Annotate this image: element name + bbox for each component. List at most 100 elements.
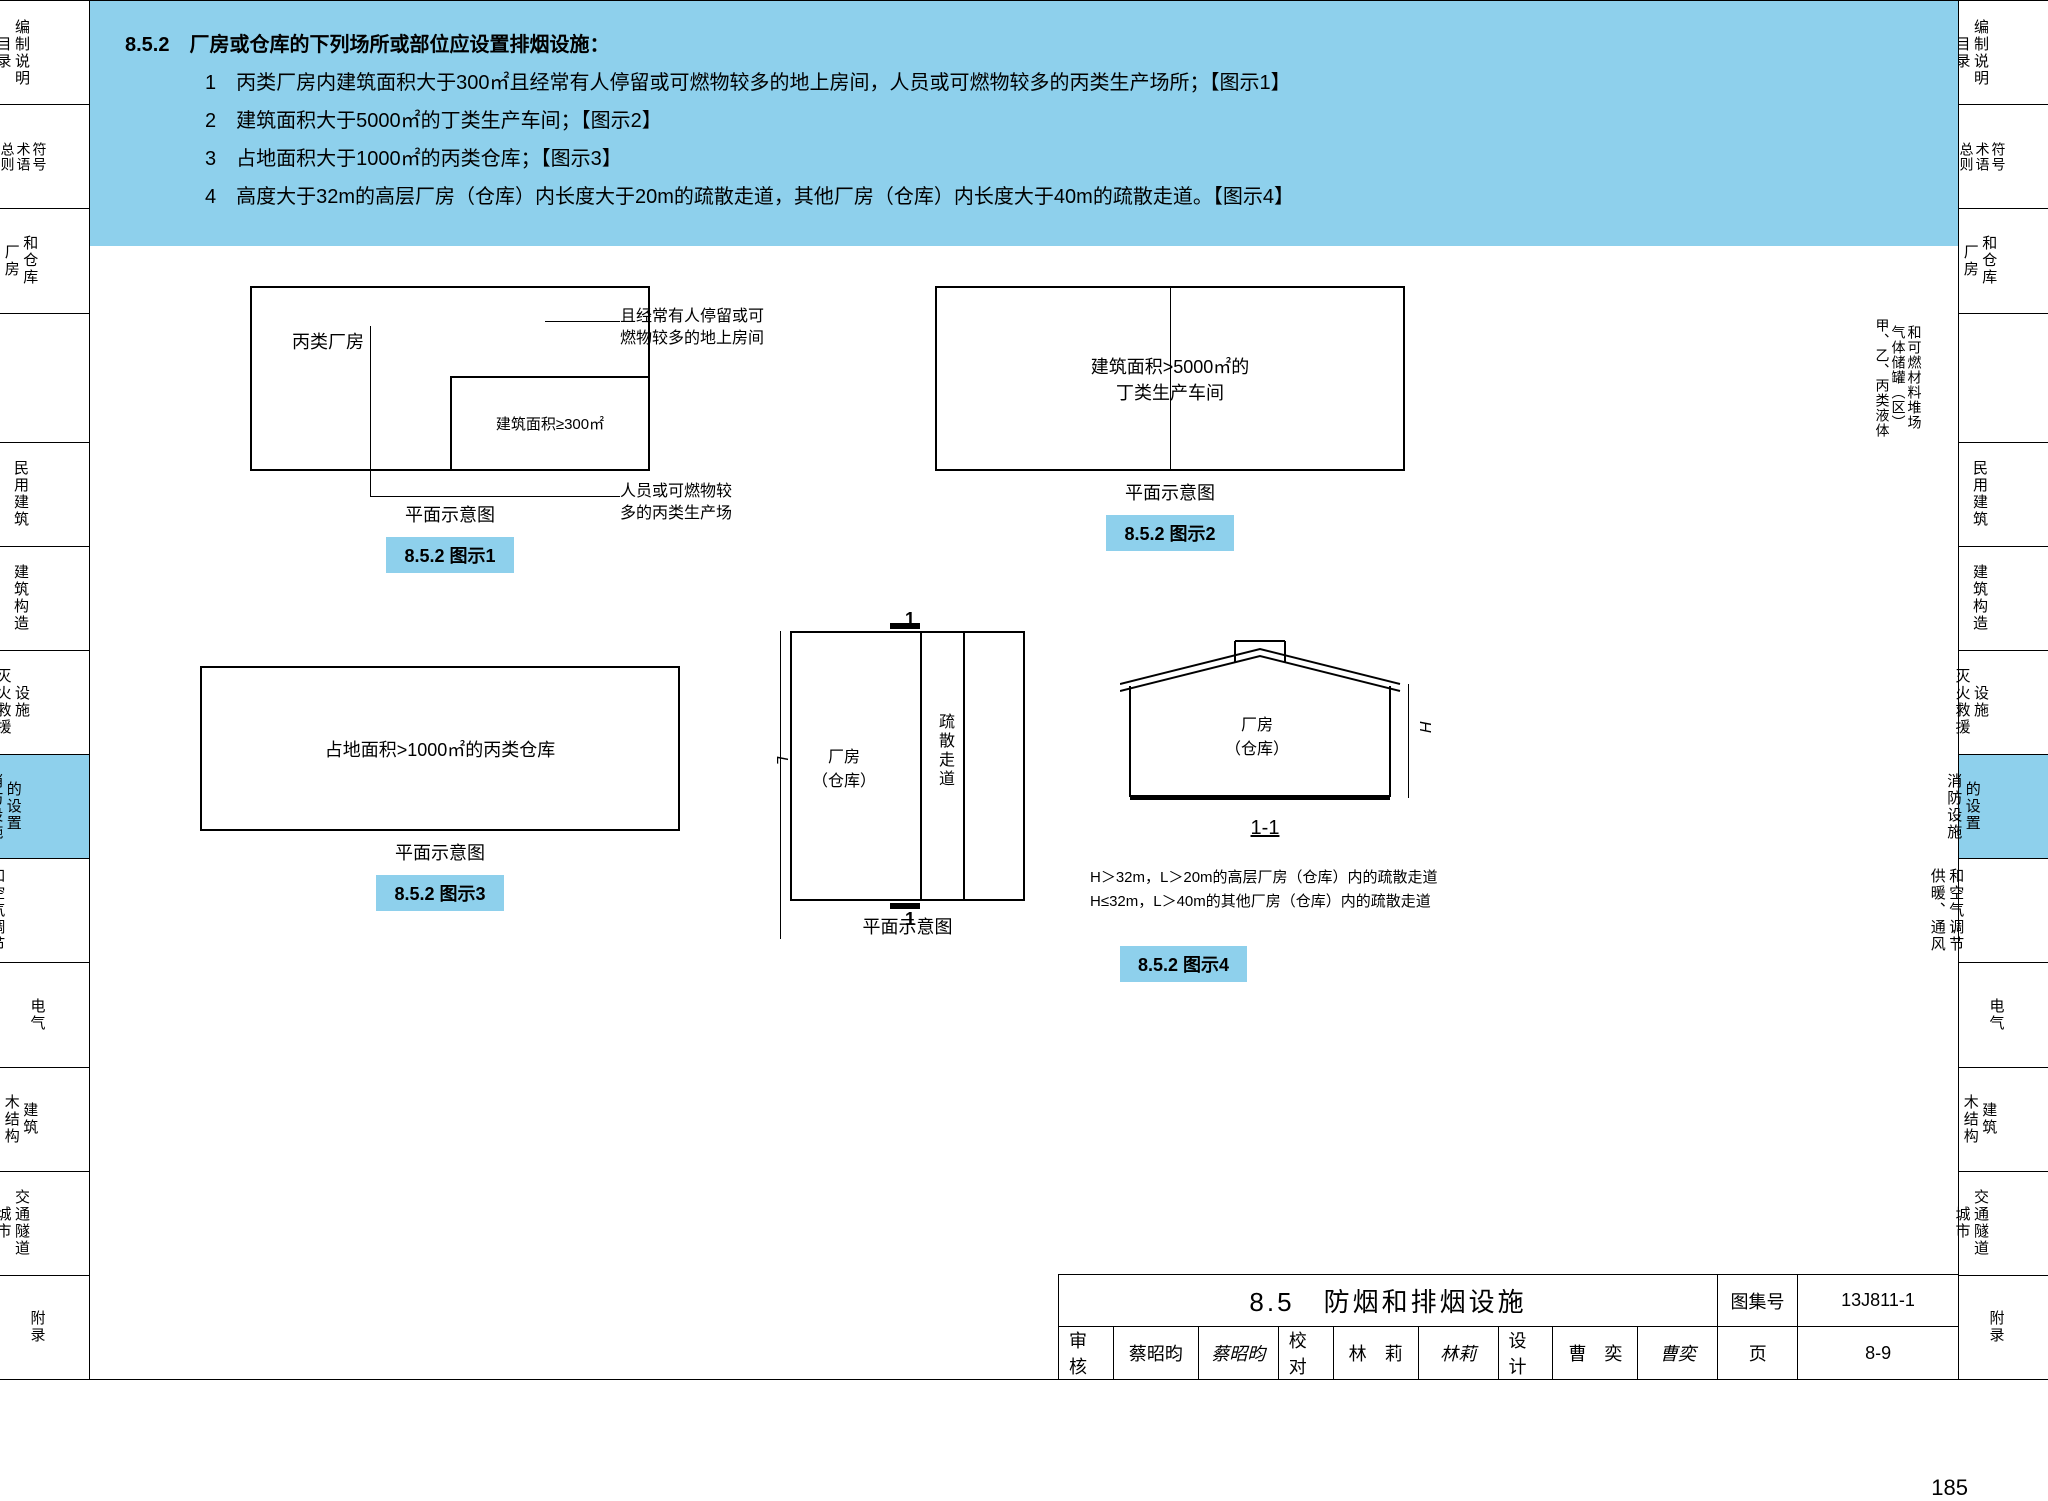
sidebar-tab-label: 木结构: [2, 1094, 19, 1145]
sidebar-tab-2[interactable]: 厂房和仓库: [1959, 209, 2048, 313]
sidebar-tab-label: 电气: [28, 998, 45, 1032]
fig4-dim-L: L: [772, 756, 790, 768]
page-number: 185: [1931, 1475, 1968, 1501]
fig4-note1: H＞32m，L＞20m的高层厂房（仓库）内的疏散走道: [1090, 866, 1520, 890]
fig4-section-mark: 1-1: [1120, 817, 1410, 840]
sidebar-tab-9[interactable]: 电气: [0, 963, 89, 1067]
title-block: 8.5 防烟和排烟设施 图集号 13J811-1 审核 蔡昭昀 蔡昭昀 校对 林…: [1058, 1274, 1958, 1379]
main-content: 8.5.2 厂房或仓库的下列场所或部位应设置排烟设施： 1 丙类厂房内建筑面积大…: [90, 1, 1958, 1379]
tb-review: 审核: [1059, 1327, 1114, 1379]
sidebar-tab-6[interactable]: 灭火救援设施: [0, 651, 89, 755]
tb-reviewer-sig: 蔡昭昀: [1199, 1327, 1279, 1379]
clause-number: 8.5.2: [125, 34, 169, 56]
sidebar-tab-label: 电气: [1987, 998, 2004, 1032]
sidebar-tab-label: 木结构: [1961, 1094, 1978, 1145]
figure-2: 建筑面积>5000㎡的 丁类生产车间 平面示意图 8.5.2 图示2: [910, 286, 1430, 551]
sidebar-tab-label: 交通隧道: [13, 1189, 30, 1257]
tb-checker-sig: 林莉: [1419, 1327, 1499, 1379]
fig4-corridor: 疏散走道: [932, 713, 956, 789]
fig4-section-label: 厂房 （仓库）: [1225, 711, 1289, 759]
sidebar-tab-label: 交通隧道: [1972, 1189, 1989, 1257]
fig1-annot1: 且经常有人停留或可 燃物较多的地上房间: [620, 306, 800, 351]
sidebar-tab-5[interactable]: 建筑构造: [1959, 547, 2048, 651]
sidebar-tab-label: 建筑: [21, 1094, 38, 1145]
sidebar-tab-label: 和仓库: [21, 235, 38, 286]
sidebar-tab-10[interactable]: 木结构建筑: [0, 1068, 89, 1172]
sidebar-tab-label: 建筑: [1980, 1094, 1997, 1145]
sidebar-tab-label: 消防设施: [0, 773, 2, 841]
clause-item-1: 1 丙类厂房内建筑面积大于300㎡且经常有人停留或可燃物较多的地上房间，人员或可…: [125, 64, 1923, 102]
sidebar-tab-11[interactable]: 城市交通隧道: [1959, 1172, 2048, 1276]
clause-box: 8.5.2 厂房或仓库的下列场所或部位应设置排烟设施： 1 丙类厂房内建筑面积大…: [90, 1, 1958, 246]
sidebar-tab-label: 民用建筑: [1971, 460, 1988, 528]
sidebar-tab-5[interactable]: 建筑构造: [0, 547, 89, 651]
sidebar-tab-10[interactable]: 木结构建筑: [1959, 1068, 2048, 1172]
tb-design: 设计: [1499, 1327, 1554, 1379]
sidebar-tab-label: 的设置: [1963, 773, 1980, 841]
sidebar-tab-label: 编制说明: [13, 19, 30, 87]
sidebar-tab-0[interactable]: 目录编制说明: [1959, 1, 2048, 105]
sidebar-tab-3[interactable]: 甲、乙、丙类液体气体储罐（区）和可燃材料堆场: [1959, 314, 2048, 443]
fig4-plan-left: 厂房 （仓库）: [812, 743, 876, 791]
fig3-caption: 平面示意图: [170, 839, 710, 865]
sidebar-tab-label: 厂房: [1961, 235, 1978, 286]
sidebar-tab-label: 附录: [1987, 1310, 2004, 1344]
sidebar-tab-label: 术语: [1976, 142, 1990, 172]
sidebar-tab-label: 建筑构造: [12, 564, 29, 632]
fig1-annot2: 人员或可燃物较 多的丙类生产场: [620, 481, 800, 526]
sidebar-tab-9[interactable]: 电气: [1959, 963, 2048, 1067]
sidebar-tab-7[interactable]: 消防设施的设置: [0, 755, 89, 859]
figure-3: 占地面积>1000㎡的丙类仓库 平面示意图 8.5.2 图示3: [170, 666, 710, 911]
left-sidebar: 目录编制说明总则术语符号厂房和仓库甲、乙、丙类液体气体储罐（区）和可燃材料堆场民…: [0, 1, 90, 1379]
tb-page-label: 页: [1718, 1327, 1798, 1379]
fig2-caption: 平面示意图: [910, 479, 1430, 505]
sidebar-tab-label: 城市: [0, 1189, 11, 1257]
sidebar-tab-12[interactable]: 附录: [1959, 1276, 2048, 1379]
sidebar-tab-4[interactable]: 民用建筑: [1959, 443, 2048, 547]
fig1-room-label: 丙类厂房: [292, 328, 364, 354]
sidebar-tab-11[interactable]: 城市交通隧道: [0, 1172, 89, 1276]
fig1-label: 8.5.2 图示1: [386, 537, 513, 573]
sidebar-tab-label: 附录: [28, 1310, 45, 1344]
sidebar-tab-8[interactable]: 供暖、通风和空气调节: [0, 859, 89, 963]
sidebar-tab-label: 目录: [0, 19, 11, 87]
tb-designer: 曹 奕: [1553, 1327, 1638, 1379]
tb-reviewer: 蔡昭昀: [1114, 1327, 1199, 1379]
figure-1: 丙类厂房 建筑面积≥300㎡ 且经常有人停留或可 燃物较多的地上房间 人员或可燃…: [190, 286, 710, 573]
sidebar-tab-0[interactable]: 目录编制说明: [0, 1, 89, 105]
clause-item-2: 2 建筑面积大于5000㎡的丁类生产车间；【图示2】: [125, 102, 1923, 140]
sidebar-tab-1[interactable]: 总则术语符号: [0, 105, 89, 209]
sidebar-tab-label: 厂房: [2, 235, 19, 286]
sidebar-tab-1[interactable]: 总则术语符号: [1959, 105, 2048, 209]
tb-title: 8.5 防烟和排烟设施: [1059, 1275, 1718, 1326]
sidebar-tab-label: 和空气调节: [0, 868, 4, 953]
clause-title: 厂房或仓库的下列场所或部位应设置排烟设施：: [189, 34, 609, 56]
fig4-label: 8.5.2 图示4: [1120, 946, 1247, 982]
sidebar-tab-label: 设施: [13, 668, 30, 736]
sidebar-tab-label: 符号: [33, 142, 47, 172]
fig4-dim-H: H: [1415, 721, 1433, 736]
sidebar-tab-12[interactable]: 附录: [0, 1276, 89, 1379]
sidebar-tab-7[interactable]: 消防设施的设置: [1959, 755, 2048, 859]
sidebar-tab-2[interactable]: 厂房和仓库: [0, 209, 89, 313]
fig3-label: 8.5.2 图示3: [376, 875, 503, 911]
clause-item-4: 4 高度大于32m的高层厂房（仓库）内长度大于20m的疏散走道，其他厂房（仓库）…: [125, 178, 1923, 216]
tb-designer-sig: 曹奕: [1638, 1327, 1718, 1379]
sidebar-tab-label: 灭火救援: [0, 668, 11, 736]
fig2-label: 8.5.2 图示2: [1106, 515, 1233, 551]
fig3-text: 占地面积>1000㎡的丙类仓库: [325, 736, 556, 762]
tb-check: 校对: [1279, 1327, 1334, 1379]
sidebar-tab-6[interactable]: 灭火救援设施: [1959, 651, 2048, 755]
tb-atlas-num: 13J811-1: [1798, 1275, 1958, 1326]
fig1-area-label: 建筑面积≥300㎡: [496, 413, 604, 434]
sidebar-tab-label: 符号: [1992, 142, 2006, 172]
tb-checker: 林 莉: [1334, 1327, 1419, 1379]
fig4-note2: H≤32m，L＞40m的其他厂房（仓库）内的疏散走道: [1090, 890, 1520, 914]
sidebar-tab-label: 民用建筑: [12, 460, 29, 528]
sidebar-tab-3[interactable]: 甲、乙、丙类液体气体储罐（区）和可燃材料堆场: [0, 314, 89, 443]
tb-atlas-label: 图集号: [1718, 1275, 1798, 1326]
sidebar-tab-8[interactable]: 供暖、通风和空气调节: [1959, 859, 2048, 963]
sidebar-tab-label: 总则: [1, 142, 15, 172]
sidebar-tab-label: 总则: [1960, 142, 1974, 172]
sidebar-tab-4[interactable]: 民用建筑: [0, 443, 89, 547]
